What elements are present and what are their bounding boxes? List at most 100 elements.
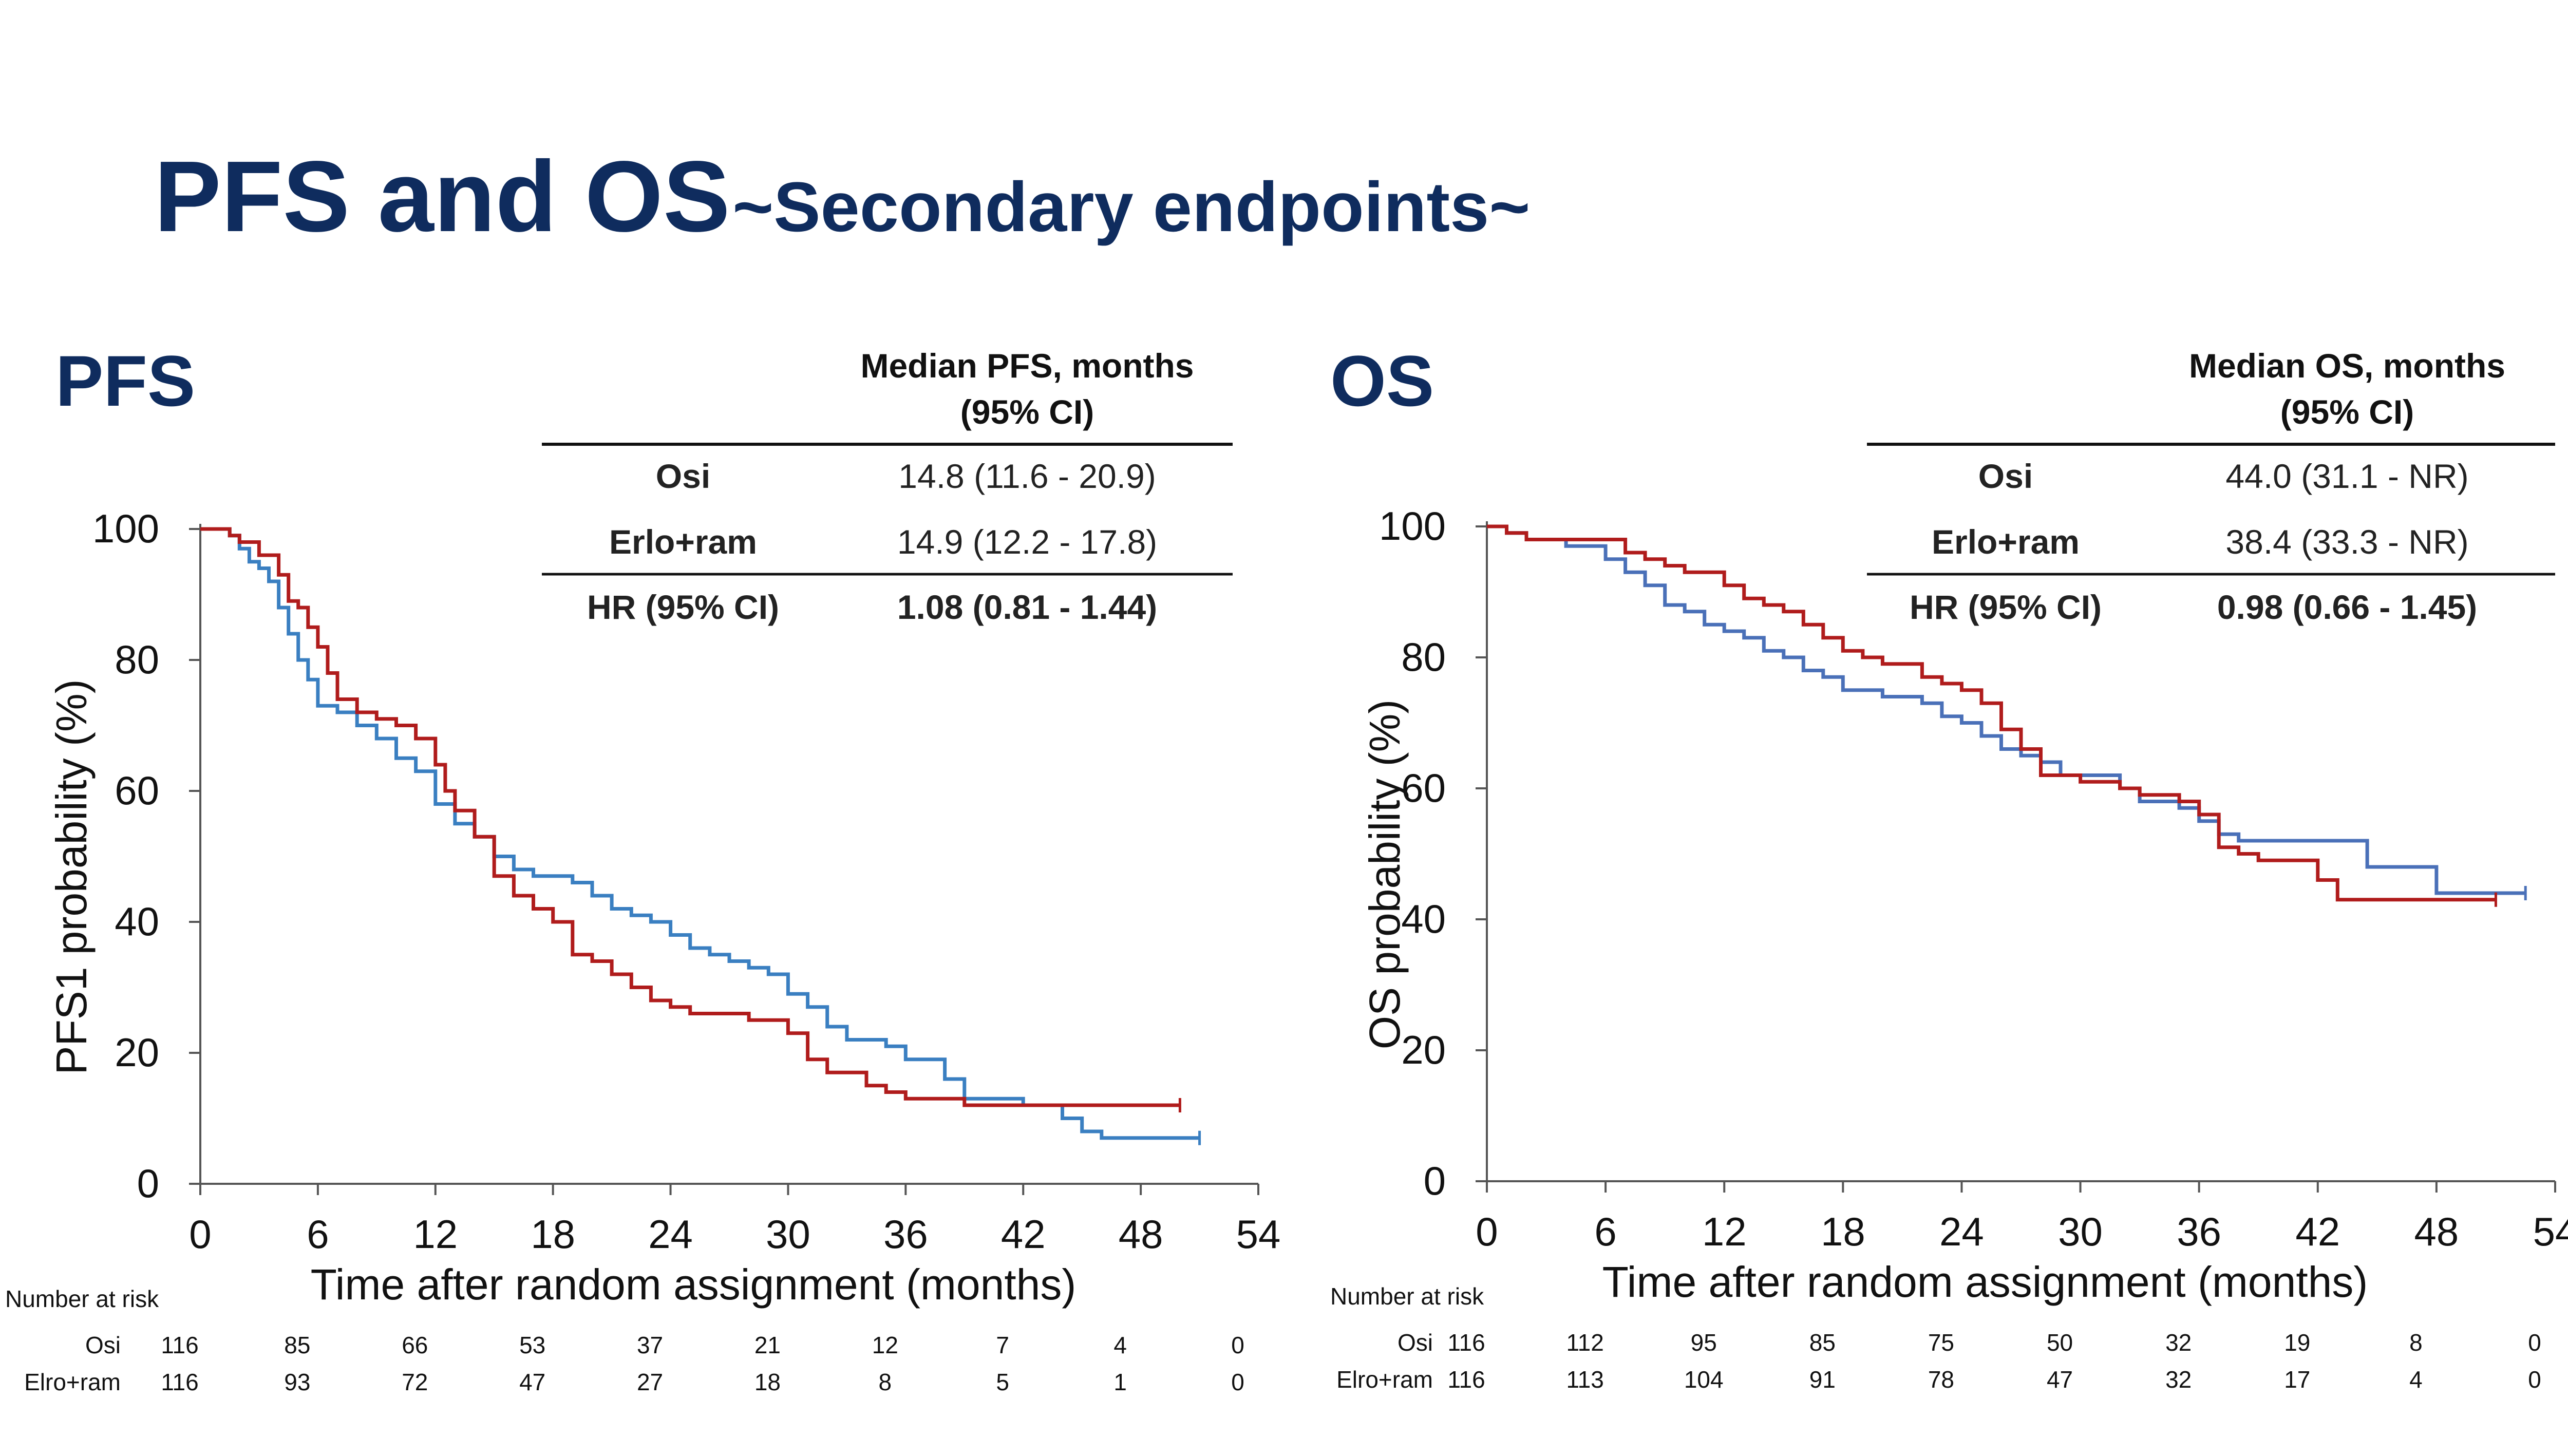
- table-row-label: Erlo+ram: [1932, 523, 2080, 561]
- x-tick-label: 36: [2177, 1209, 2221, 1254]
- at-risk-value: 47: [519, 1369, 545, 1395]
- at-risk-value: 8: [879, 1369, 892, 1395]
- at-risk-value: 95: [1691, 1329, 1717, 1356]
- y-tick-label: 20: [1401, 1027, 1446, 1072]
- at-risk-value: 0: [2528, 1329, 2541, 1356]
- at-risk-value: 72: [402, 1369, 428, 1395]
- y-tick-label: 80: [115, 637, 159, 682]
- at-risk-value: 12: [872, 1332, 898, 1358]
- at-risk-value: 116: [161, 1332, 198, 1358]
- y-tick-label: 60: [115, 768, 159, 813]
- x-tick-label: 30: [766, 1212, 810, 1257]
- x-axis-label: Time after random assignment (months): [1602, 1258, 2368, 1306]
- table-row-label: Osi: [656, 457, 710, 495]
- y-tick-label: 20: [115, 1030, 159, 1075]
- slide-title-main: PFS and OS: [154, 140, 730, 253]
- y-tick-label: 80: [1401, 634, 1446, 679]
- x-tick-label: 12: [1702, 1209, 1747, 1254]
- at-risk-value: 116: [1447, 1329, 1485, 1356]
- at-risk-title: Number at risk: [1330, 1283, 1484, 1310]
- y-tick-label: 40: [1401, 896, 1446, 941]
- at-risk-value: 85: [1809, 1329, 1836, 1356]
- at-risk-value: 85: [284, 1332, 310, 1358]
- at-risk-title: Number at risk: [5, 1285, 159, 1312]
- at-risk-value: 1: [1113, 1369, 1127, 1395]
- table-header-line1: Median OS, months: [2189, 347, 2505, 385]
- at-risk-value: 0: [1231, 1369, 1244, 1395]
- y-axis-label: PFS1 probability (%): [47, 679, 96, 1074]
- x-tick-label: 0: [1476, 1209, 1498, 1254]
- at-risk-value: 53: [519, 1332, 545, 1358]
- table-header-line1: Median PFS, months: [860, 347, 1194, 385]
- y-tick-label: 0: [1424, 1158, 1446, 1203]
- table-row-value: 14.8 (11.6 - 20.9): [898, 457, 1156, 495]
- x-tick-label: 6: [307, 1212, 329, 1257]
- at-risk-value: 19: [2284, 1329, 2310, 1356]
- x-tick-label: 0: [189, 1212, 211, 1257]
- at-risk-row-label: Elro+ram: [24, 1369, 121, 1395]
- x-tick-label: 42: [1001, 1212, 1046, 1257]
- y-tick-label: 40: [115, 899, 159, 944]
- at-risk-value: 66: [402, 1332, 428, 1358]
- km-curve-erlo-ram: [200, 527, 1180, 1107]
- at-risk-value: 32: [2165, 1366, 2192, 1393]
- at-risk-value: 4: [2409, 1366, 2423, 1393]
- at-risk-value: 93: [284, 1369, 310, 1395]
- x-tick-label: 54: [1236, 1212, 1281, 1257]
- x-tick-label: 24: [648, 1212, 693, 1257]
- y-tick-label: 100: [1379, 503, 1446, 549]
- at-risk-value: 112: [1566, 1329, 1603, 1356]
- km-curve-osi: [200, 527, 1200, 1140]
- x-tick-label: 54: [2533, 1209, 2568, 1254]
- pfs-panel: PFS Median PFS, months (95% CI) Osi 14.8 (11…: [5, 341, 1280, 1395]
- at-risk-value: 27: [637, 1369, 663, 1395]
- panel-title: OS: [1330, 341, 1434, 421]
- table-header-line2: (95% CI): [2280, 393, 2414, 431]
- at-risk-value: 37: [637, 1332, 663, 1358]
- at-risk-value: 17: [2284, 1366, 2310, 1393]
- y-axis-label: OS probability (%): [1361, 699, 1409, 1050]
- at-risk-value: 75: [1928, 1329, 1954, 1356]
- panel-title: PFS: [55, 341, 195, 421]
- table-row-value: 14.9 (12.2 - 17.8): [897, 523, 1157, 561]
- table-row-label: Erlo+ram: [609, 523, 757, 561]
- x-tick-label: 18: [531, 1212, 575, 1257]
- table-row-label: HR (95% CI): [587, 588, 779, 626]
- at-risk-value: 5: [996, 1369, 1009, 1395]
- at-risk-row-label: Osi: [1398, 1329, 1433, 1356]
- x-tick-label: 48: [1119, 1212, 1163, 1257]
- x-tick-label: 18: [1821, 1209, 1865, 1254]
- x-axis-label: Time after random assignment (months): [311, 1260, 1077, 1309]
- at-risk-value: 0: [1231, 1332, 1244, 1358]
- km-curve-osi: [1487, 524, 2526, 895]
- at-risk-value: 113: [1566, 1366, 1603, 1393]
- os-panel: OS Median OS, months (95% CI) Osi 44.0 (31.1…: [1330, 341, 2568, 1393]
- at-risk-value: 47: [2047, 1366, 2073, 1393]
- at-risk-value: 8: [2409, 1329, 2423, 1356]
- table-row-label: HR (95% CI): [1910, 588, 2102, 626]
- at-risk-row-label: Osi: [85, 1332, 121, 1358]
- slide-title-sub: ~Secondary endpoints~: [732, 168, 1531, 247]
- x-tick-label: 12: [413, 1212, 458, 1257]
- at-risk-value: 7: [996, 1332, 1009, 1358]
- at-risk-value: 18: [754, 1369, 781, 1395]
- y-tick-label: 0: [137, 1161, 159, 1206]
- at-risk-value: 104: [1684, 1366, 1724, 1393]
- x-tick-label: 48: [2414, 1209, 2459, 1254]
- x-tick-label: 42: [2295, 1209, 2340, 1254]
- at-risk-value: 78: [1928, 1366, 1954, 1393]
- y-tick-label: 60: [1401, 765, 1446, 810]
- table-header-line2: (95% CI): [960, 393, 1094, 431]
- at-risk-value: 91: [1809, 1366, 1836, 1393]
- at-risk-value: 32: [2165, 1329, 2192, 1356]
- x-tick-label: 36: [883, 1212, 928, 1257]
- table-row-value: 44.0 (31.1 - NR): [2225, 457, 2468, 495]
- x-tick-label: 24: [1939, 1209, 1984, 1254]
- at-risk-row-label: Elro+ram: [1336, 1366, 1433, 1393]
- x-tick-label: 30: [2058, 1209, 2103, 1254]
- table-row-value: 38.4 (33.3 - NR): [2225, 523, 2468, 561]
- x-tick-label: 6: [1594, 1209, 1616, 1254]
- at-risk-value: 116: [161, 1369, 198, 1395]
- at-risk-value: 116: [1447, 1366, 1485, 1393]
